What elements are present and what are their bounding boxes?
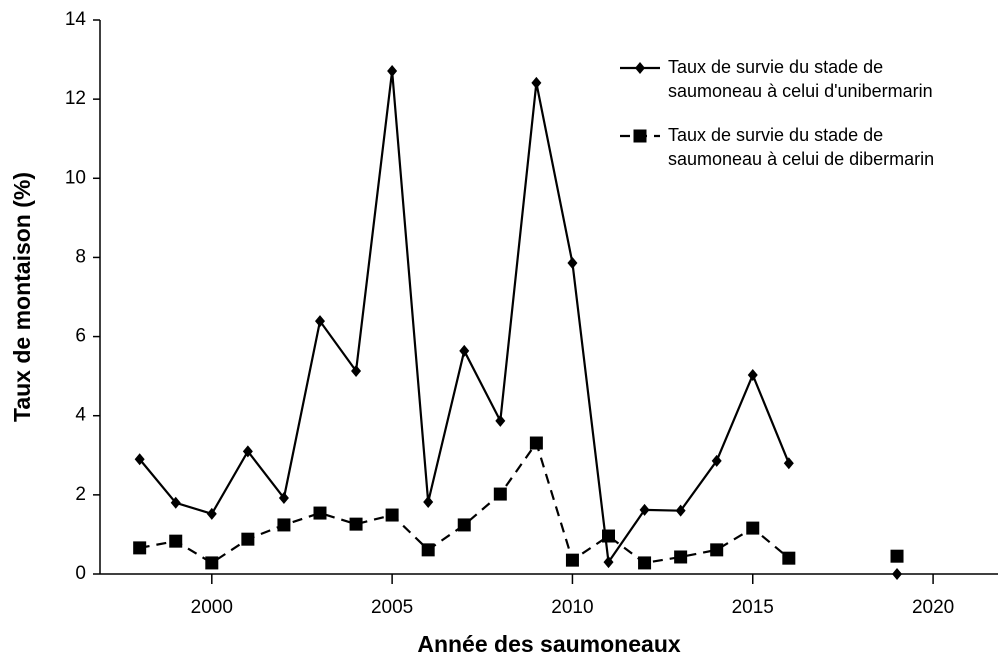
x-tick-label: 2000 [191, 597, 233, 618]
y-tick-label: 14 [65, 9, 87, 30]
marker [133, 541, 147, 555]
y-tick-label: 0 [75, 563, 86, 584]
marker [170, 496, 181, 509]
y-tick-label: 12 [65, 88, 86, 109]
x-tick-label: 2005 [371, 597, 413, 618]
marker [675, 504, 686, 517]
marker [602, 529, 616, 543]
x-tick-label: 2015 [732, 597, 774, 618]
marker [783, 457, 794, 470]
y-tick-label: 6 [75, 326, 86, 347]
marker [421, 543, 435, 557]
marker [493, 487, 507, 501]
marker [314, 315, 325, 328]
y-tick-label: 2 [75, 484, 86, 505]
marker [134, 453, 145, 466]
marker [747, 368, 758, 381]
marker [711, 454, 722, 467]
marker [892, 568, 903, 580]
marker [349, 517, 363, 531]
marker [206, 507, 217, 520]
marker [459, 344, 470, 357]
marker [205, 556, 219, 570]
x-axis-title: Année des saumoneaux [417, 631, 681, 657]
marker [385, 508, 399, 522]
marker [313, 506, 327, 520]
marker [674, 550, 688, 564]
series-line [140, 71, 897, 574]
marker [241, 532, 255, 546]
y-tick-label: 8 [75, 246, 86, 267]
marker [457, 518, 471, 532]
marker [278, 492, 289, 505]
marker [635, 62, 645, 74]
marker [746, 521, 760, 535]
marker [565, 553, 579, 567]
marker [277, 518, 291, 532]
x-tick-label: 2020 [912, 597, 954, 618]
marker [169, 534, 183, 548]
marker [639, 503, 650, 516]
legend-label: Taux de survie du stade de saumoneau à ce… [668, 125, 934, 169]
marker [710, 543, 724, 557]
marker [351, 364, 362, 377]
marker [423, 495, 434, 508]
marker [633, 129, 647, 143]
marker [387, 65, 398, 78]
marker [638, 556, 652, 570]
marker [782, 551, 796, 565]
marker [529, 436, 543, 450]
legend-label: Taux de survie du stade de saumoneau à ce… [668, 57, 933, 101]
marker [603, 556, 614, 569]
y-tick-label: 10 [65, 167, 86, 188]
y-tick-label: 4 [75, 405, 86, 426]
y-axis-title: Taux de montaison (%) [9, 172, 35, 422]
marker [242, 445, 253, 458]
marker [495, 414, 506, 427]
marker [531, 76, 542, 89]
marker [567, 256, 578, 269]
x-tick-label: 2010 [551, 597, 593, 618]
marker [890, 549, 904, 563]
